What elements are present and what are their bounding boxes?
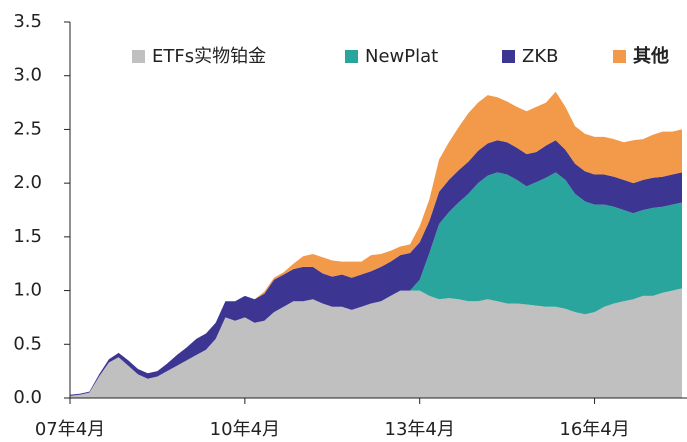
y-tick-label: 1.0 <box>13 280 42 301</box>
area <box>70 288 682 398</box>
legend-swatch <box>613 50 626 63</box>
y-tick-label: 3.0 <box>13 65 42 86</box>
y-tick-label: 0.0 <box>13 387 42 408</box>
legend-swatch <box>345 50 358 63</box>
x-tick-label: 07年4月 <box>35 419 105 440</box>
x-tick-label: 13年4月 <box>385 419 455 440</box>
y-tick-label: 0.5 <box>13 333 42 354</box>
legend-swatch <box>132 50 145 63</box>
x-tick-label: 10年4月 <box>210 419 280 440</box>
y-tick-label: 1.5 <box>13 226 42 247</box>
legend-swatch <box>502 50 515 63</box>
legend-label: ETFs实物铂金 <box>152 46 266 67</box>
legend-label: NewPlat <box>365 46 438 67</box>
y-tick-label: 3.5 <box>13 11 42 32</box>
x-tick-label: 16年4月 <box>559 419 629 440</box>
legend-label: 其他 <box>633 45 669 67</box>
y-tick-label: 2.5 <box>13 118 42 139</box>
legend-label: ZKB <box>522 46 558 67</box>
area <box>70 172 682 396</box>
y-tick-label: 2.0 <box>13 172 42 193</box>
